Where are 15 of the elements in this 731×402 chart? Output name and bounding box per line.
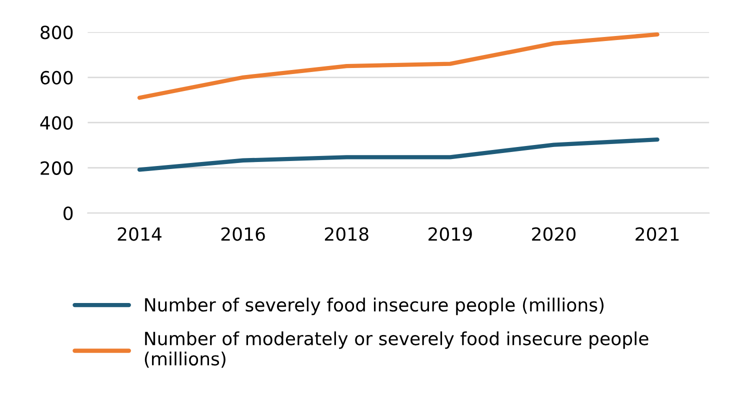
x-tick-label: 2016 (221, 227, 265, 241)
y-tick-label: 600 (40, 70, 73, 84)
line-series (137, 137, 660, 172)
legend-label: Number of severely food insecure people (millions) (145, 298, 604, 316)
line-series (137, 32, 660, 100)
x-tick-label: 2018 (324, 227, 368, 241)
x-tick-label: 2021 (636, 227, 679, 241)
y-tick-label: 0 (64, 206, 73, 220)
y-tick-label: 800 (40, 26, 73, 40)
x-tick-label: 2019 (428, 227, 472, 241)
x-tick-label: 2014 (118, 227, 162, 241)
y-tick-label: 400 (40, 116, 73, 130)
y-tick-label: 200 (40, 161, 73, 175)
x-tick-label: 2020 (532, 227, 576, 241)
legend-label: Number of moderately or severely food insecure people (millions) (144, 331, 648, 368)
